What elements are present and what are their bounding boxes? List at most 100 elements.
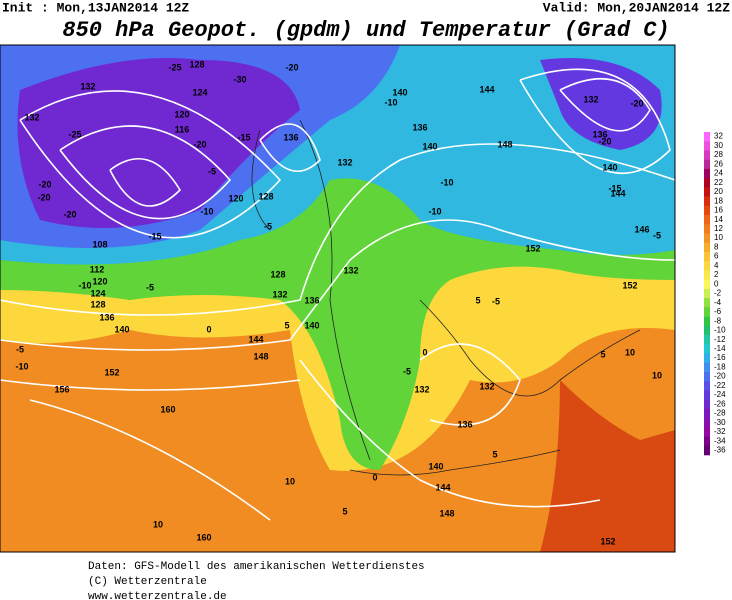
colorbar-swatch [704,325,710,336]
contour-label: 5 [475,295,480,305]
footer-url: www.wetterzentrale.de [88,591,227,600]
contour-label: -5 [208,166,216,176]
contour-label: 140 [114,324,129,334]
contour-label: 120 [92,276,107,286]
contour-label: 144 [248,334,263,344]
contour-label: 152 [622,280,637,290]
colorbar-swatch [704,371,710,382]
colorbar-label: -24 [714,390,726,399]
contour-label: 132 [80,81,95,91]
contour-label: -10 [200,206,213,216]
contour-label: 132 [414,384,429,394]
contour-label: 132 [337,157,352,167]
contour-label: 140 [602,162,617,172]
colorbar-swatch [704,307,710,317]
colorbar-swatch [704,353,710,364]
colorbar-swatch [704,168,710,179]
contour-label: 160 [160,404,175,414]
colorbar-swatch [704,408,710,419]
colorbar-swatch [704,196,710,207]
contour-label: -5 [146,282,154,292]
contour-label: -10 [78,280,91,290]
contour-label: 144 [610,188,625,198]
contour-label: 5 [342,506,347,516]
contour-label: 148 [439,508,454,518]
contour-label: 136 [99,312,114,322]
colorbar-swatch [704,288,710,299]
contour-label: 140 [422,141,437,151]
colorbar-swatch [704,132,710,142]
contour-label: -5 [16,344,24,354]
colorbar-label: 20 [714,187,723,196]
colorbar-label: -34 [714,436,726,445]
colorbar-label: 4 [714,261,719,270]
contour-label: 144 [479,84,494,94]
colorbar-label: 32 [714,132,723,141]
colorbar-swatch [704,150,710,160]
colorbar-swatch [704,224,710,234]
colorbar-label: -26 [714,399,726,408]
contour-label: -10 [15,361,28,371]
contour-label: 146 [634,224,649,234]
contour-label: -25 [168,62,181,72]
colorbar: 32302826242220181614121086420-2-4-6-8-10… [704,132,726,456]
colorbar-swatch [704,261,710,271]
colorbar-swatch [704,399,710,410]
contour-label: 10 [652,370,662,380]
contour-label: 132 [24,112,39,122]
hot-field [540,380,675,552]
colorbar-swatch [704,436,710,447]
contour-label: 5 [492,449,497,459]
contour-label: -10 [440,177,453,187]
contour-label: 136 [412,122,427,132]
colorbar-label: 22 [714,178,723,187]
contour-label: 0 [422,347,427,357]
contour-label: -25 [68,129,81,139]
contour-label: -20 [598,136,611,146]
contour-label: -15 [148,231,161,241]
colorbar-label: -32 [714,427,726,436]
map: 132 -25 132 -25 128 -30 -20 124 120 116 -15 -20 -5 -1… [0,45,675,552]
colorbar-label: -2 [714,289,722,298]
colorbar-label: -6 [714,307,722,316]
colorbar-label: 10 [714,233,723,242]
contour-label: 132 [583,94,598,104]
contour-label: 148 [497,139,512,149]
contour-label: -20 [630,98,643,108]
contour-label: 152 [525,243,540,253]
colorbar-label: -20 [714,372,726,381]
colorbar-swatch [704,215,710,225]
colorbar-swatch [704,427,710,437]
colorbar-swatch [704,270,710,280]
contour-label: 112 [90,264,105,274]
contour-label: 140 [392,87,407,97]
colorbar-label: -4 [714,298,722,307]
contour-label: 108 [92,239,107,249]
contour-label: -20 [285,62,298,72]
contour-label: 136 [457,419,472,429]
contour-label: 128 [189,59,204,69]
colorbar-swatch [704,418,710,428]
colorbar-swatch [704,242,710,253]
colorbar-label: -28 [714,409,726,418]
colorbar-label: -18 [714,362,726,371]
contour-label: -20 [193,139,206,149]
colorbar-label: 16 [714,206,723,215]
colorbar-swatch [704,362,710,373]
colorbar-label: 2 [714,270,719,279]
contour-label: 140 [304,320,319,330]
colorbar-label: 0 [714,279,719,288]
contour-label: 0 [372,472,377,482]
contour-label: 128 [90,299,105,309]
colorbar-swatch [704,279,710,290]
contour-labels: 132 -25 132 -25 128 -30 -20 124 120 116 -15 -20 -5 -1… [15,59,662,546]
contour-label: -5 [403,366,411,376]
colorbar-swatch [704,233,710,244]
colorbar-label: 12 [714,224,723,233]
colorbar-label: -10 [714,326,726,335]
colorbar-swatch [704,187,710,197]
colorbar-label: 8 [714,242,719,251]
contour-label: -5 [264,221,272,231]
contour-label: 10 [285,476,295,486]
colorbar-label: 18 [714,196,723,205]
